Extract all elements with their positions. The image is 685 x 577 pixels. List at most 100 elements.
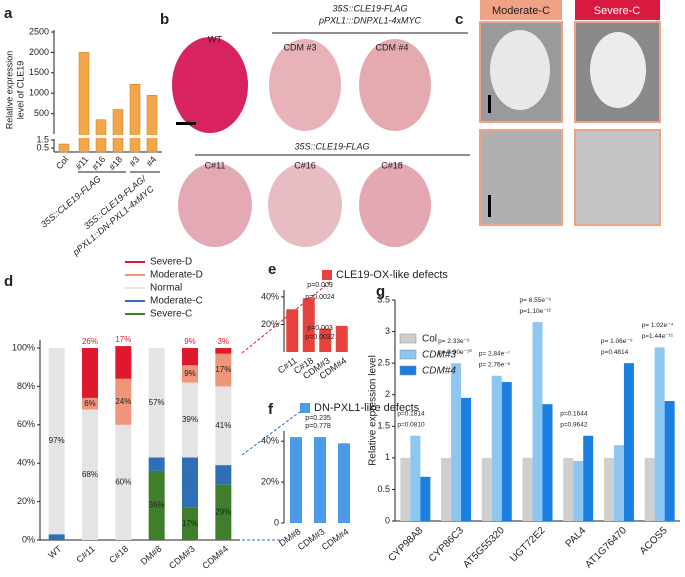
p-value: p=1.10e⁻¹² [520,308,552,315]
p-value: p=0.235 [305,415,331,422]
bar [400,457,411,521]
x-tick-label: WT [46,543,64,560]
bar [410,435,421,521]
bar [613,445,624,521]
x-tick-label: PAL4 [564,525,589,550]
p-value: p=0.0810 [397,421,425,428]
bar [603,457,614,521]
bar-segment [115,346,132,379]
bar [623,363,634,521]
cdm-title: 35S::CLE19-FLAG [332,3,407,13]
x-tick-label: CYP98A8 [387,525,426,564]
y-tick-label: 2000 [29,47,49,57]
y-tick-label: 3 [385,326,390,336]
panel-letter: e [268,261,276,278]
x-tick-label: C#11 [74,544,96,565]
p-value: p=0.4814 [601,349,629,356]
bar [58,143,70,153]
value-label: 3% [51,532,63,541]
bar-segment [215,353,232,387]
y-tick-label: 2 [385,389,390,399]
p-value: p=0.003 [307,325,333,332]
panel-letter: a [4,5,13,22]
bar [112,109,124,153]
bar [583,435,594,521]
value-label: 17% [215,365,231,374]
bar-segment [115,378,132,425]
y-axis-label: Relative expression level [368,355,379,466]
legend-swatch [399,365,417,376]
p-value: p=1.44e⁻¹¹ [642,333,674,340]
bar [654,347,665,521]
p-value: p= 2.33e⁻⁶ [438,338,470,345]
bar-segment [215,465,232,485]
value-label: 10% [215,470,231,479]
bar-segment [82,409,98,540]
bar [146,94,158,153]
axis-break [50,135,162,138]
bar [451,363,462,521]
value-label: 26% [82,337,98,346]
photo-label: CDM #3 [283,42,316,52]
title-swatch [300,403,310,413]
bar-segment [182,507,198,540]
legend-label: CDM#4 [422,366,456,377]
value-label: 9% [184,369,196,378]
value-label: 39% [182,415,198,424]
bar [441,457,452,521]
x-tick-label: DM#8 [139,544,164,567]
value-label: 17% [115,335,131,344]
bar-segment [215,348,232,354]
sem-label: Severe-C [594,5,641,17]
bar-segment [48,534,65,540]
bar-segment [148,470,165,540]
bar [290,437,302,523]
bar [644,457,655,521]
bar-segment [215,484,232,540]
value-label: 17% [182,519,198,528]
y-tick-label: 1.5 [377,421,390,431]
value-label: 36% [149,501,165,510]
y-tick-label: 1000 [29,88,49,98]
chart-title: DN-PXL1-like defects [314,402,420,414]
p-value: p= 8.90e⁻¹⁰ [438,348,472,356]
x-tick-label: #16 [90,154,107,172]
bar-segment [182,382,198,458]
x-tick-label: UGT72E2 [508,525,548,565]
x-tick-label: ACOS5 [638,525,670,557]
bar-segment [82,348,98,398]
bar [501,382,512,521]
p-value: p= 2.76e⁻⁶ [479,361,511,368]
value-label: 6% [84,399,96,408]
bar [314,437,326,523]
bar-segment [182,348,198,366]
y-tick-label: 0 [385,515,390,525]
x-tick-label: #3 [127,154,141,168]
value-label: 60% [115,478,131,487]
legend-label: Normal [150,283,182,294]
value-label: 7% [151,459,163,468]
legend-label: Col [422,334,437,345]
legend-label: CDM#3 [422,350,456,361]
photo-label: C#11 [205,160,226,170]
y-tick-label: 500 [34,108,49,118]
legend-swatch [399,349,417,360]
p-value: p= 1.06e⁻⁹ [601,338,633,345]
y-tick-label: 0% [22,534,35,544]
bar [491,375,502,521]
flower-photos [172,32,470,247]
y-tick-label: 1 [385,452,390,462]
bar [78,52,90,153]
value-label: 57% [149,398,165,407]
y-tick-label: 0 [274,517,279,527]
panel-letter: b [160,11,169,28]
bar-segment [115,424,132,540]
c-title: 35S::CLE19-FLAG [294,141,369,151]
x-tick-label: C#18 [107,544,130,565]
y-tick-label: 0.5 [377,484,390,494]
bar [319,328,332,352]
y-tick-label: 40% [17,458,35,468]
bar [302,298,315,352]
legend-label: Moderate-D [150,270,203,281]
